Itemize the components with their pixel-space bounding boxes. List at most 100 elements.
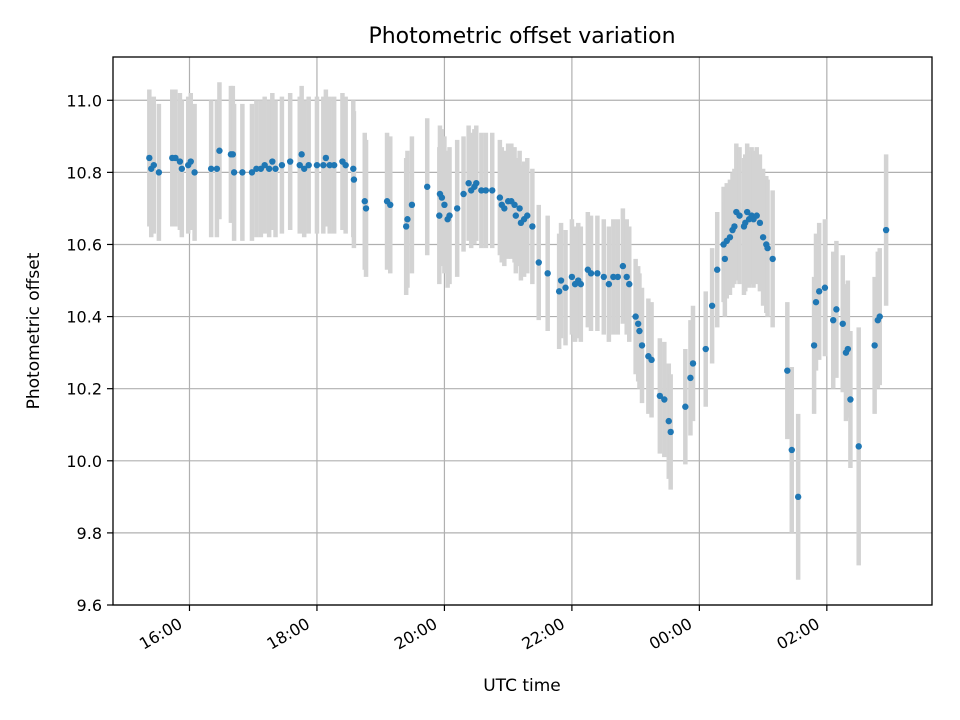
data-point: [687, 374, 694, 382]
data-point: [265, 165, 273, 172]
data-point: [605, 280, 613, 288]
y-tick-label: 10.4: [66, 308, 102, 327]
data-point: [342, 161, 349, 169]
data-point: [821, 284, 829, 291]
data-point: [404, 216, 411, 223]
data-point: [844, 345, 852, 353]
data-point: [248, 169, 256, 176]
data-point: [524, 212, 531, 219]
data-point: [350, 165, 357, 172]
data-point: [544, 270, 551, 277]
data-point: [298, 151, 305, 158]
data-point: [667, 428, 674, 436]
data-point: [239, 169, 246, 176]
data-point: [213, 165, 221, 172]
data-point: [482, 187, 490, 194]
data-point: [330, 161, 338, 169]
data-point: [562, 284, 569, 291]
data-point: [623, 273, 630, 281]
data-point: [638, 342, 646, 349]
y-tick-label: 9.6: [77, 596, 102, 615]
data-point: [759, 234, 767, 241]
data-point: [626, 280, 633, 288]
y-tick-label: 9.8: [77, 524, 102, 543]
data-point: [839, 320, 846, 327]
data-point: [847, 396, 854, 403]
data-point: [216, 147, 223, 154]
y-axis-ticks: 9.6 9.8 10.0 10.2 10.4 10.6 10.8 11.0: [66, 91, 113, 615]
data-point: [501, 205, 508, 212]
data-point: [230, 169, 238, 176]
data-point: [634, 320, 642, 327]
data-point: [478, 187, 485, 194]
data-point: [512, 212, 520, 219]
data-point: [155, 169, 163, 176]
data-point: [361, 198, 368, 205]
y-tick-label: 10.2: [66, 380, 102, 399]
data-point: [764, 244, 771, 252]
data-point: [146, 154, 153, 162]
data-point: [207, 165, 215, 172]
data-point: [756, 219, 764, 227]
data-point: [636, 327, 643, 335]
data-point: [557, 277, 565, 284]
data-point: [594, 270, 601, 277]
data-point: [402, 223, 410, 230]
data-point: [871, 342, 878, 349]
data-point: [876, 313, 883, 320]
data-point: [568, 273, 576, 281]
data-point: [632, 313, 639, 320]
data-point: [278, 161, 286, 169]
data-point: [815, 288, 823, 295]
data-point: [362, 205, 370, 212]
data-point: [465, 179, 472, 187]
data-point: [689, 360, 697, 367]
data-point: [726, 234, 734, 241]
data-point: [191, 169, 198, 176]
data-point: [322, 154, 330, 162]
data-point: [296, 161, 303, 169]
y-tick-label: 10.6: [66, 235, 102, 254]
data-point: [326, 161, 333, 169]
chart-title: Photometric offset variation: [368, 24, 675, 49]
data-point: [453, 205, 461, 212]
data-point: [810, 342, 818, 349]
data-point: [172, 154, 179, 162]
y-tick-label: 10.0: [66, 452, 102, 471]
data-point: [665, 417, 672, 425]
data-point: [272, 165, 279, 172]
y-axis-label: Photometric offset: [24, 252, 44, 409]
data-point: [587, 270, 595, 277]
data-point: [882, 226, 890, 234]
data-point: [446, 212, 453, 219]
data-point: [743, 208, 751, 216]
data-point: [753, 212, 760, 219]
data-point: [736, 212, 743, 219]
data-point: [313, 161, 321, 169]
data-point: [600, 273, 607, 281]
data-point: [473, 179, 480, 187]
data-points: [146, 147, 890, 501]
data-point: [436, 212, 443, 219]
data-point: [648, 356, 655, 364]
data-point: [350, 176, 358, 183]
data-point: [682, 403, 689, 410]
data-point: [812, 298, 820, 306]
data-point: [788, 446, 795, 454]
data-point: [769, 255, 776, 263]
data-point: [269, 158, 276, 165]
data-point: [614, 273, 621, 281]
data-point: [187, 158, 194, 165]
data-point: [424, 183, 431, 190]
data-point: [305, 161, 312, 169]
data-point: [721, 255, 729, 263]
data-point: [702, 345, 709, 353]
data-point: [577, 280, 585, 288]
data-point: [253, 165, 260, 172]
data-point: [708, 302, 716, 309]
data-point: [441, 201, 448, 209]
data-point: [489, 187, 496, 194]
data-point: [301, 165, 308, 172]
data-point: [496, 194, 504, 201]
